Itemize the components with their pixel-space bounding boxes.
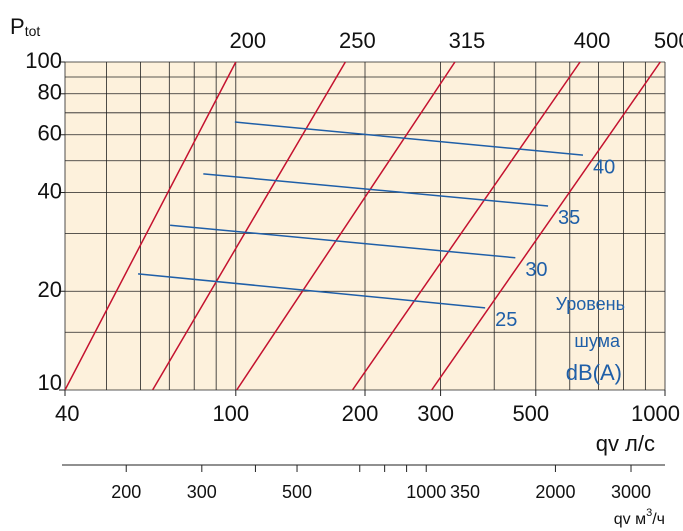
series-label: 40 (593, 156, 615, 178)
series-label: 500 (654, 28, 683, 53)
y-tick-label: 80 (38, 80, 62, 105)
size-line (351, 62, 581, 390)
size-line (431, 62, 661, 390)
noise-title: Уровень (556, 294, 625, 314)
x-tick-label: 40 (55, 401, 79, 426)
noise-line (234, 121, 584, 156)
noise-title: dB(A) (566, 360, 622, 385)
series-label: 30 (525, 259, 547, 281)
x2-tick-label: 500 (282, 482, 312, 502)
x2-tick-label: 200 (111, 482, 141, 502)
x-tick-label: 200 (342, 401, 379, 426)
x-tick-label: 500 (512, 401, 549, 426)
series-label: 35 (558, 207, 580, 229)
noise-line (170, 224, 516, 259)
x-tick-label: 1000 (631, 401, 680, 426)
x2-tick-label: 3000 (611, 482, 651, 502)
noise-title: шума (574, 331, 621, 351)
y-axis-label: Ptot (10, 14, 40, 39)
x2-tick-label: 1000 (406, 482, 446, 502)
series-label: 200 (229, 28, 266, 53)
size-line (65, 62, 237, 390)
x2-axis-label: qv м3/ч (614, 507, 665, 528)
x-axis-label: qv л/с (596, 431, 655, 456)
noise-line (203, 173, 549, 207)
series-label: 25 (495, 309, 517, 331)
y-tick-label: 40 (38, 178, 62, 203)
size-line (151, 62, 347, 390)
y-tick-label: 100 (25, 48, 62, 73)
x-tick-label: 300 (417, 401, 454, 426)
series-label: 250 (339, 28, 376, 53)
x2-tick-label: 300 (187, 482, 217, 502)
x2-annotation: 350 (450, 482, 480, 502)
noise-line (138, 273, 486, 309)
x2-tick-label: 2000 (535, 482, 575, 502)
y-tick-label: 20 (38, 277, 62, 302)
y-tick-label: 60 (38, 121, 62, 146)
y-tick-label: 10 (38, 370, 62, 395)
size-line (236, 62, 456, 390)
series-label: 400 (574, 28, 611, 53)
series-label: 315 (449, 28, 486, 53)
x-tick-label: 100 (212, 401, 249, 426)
